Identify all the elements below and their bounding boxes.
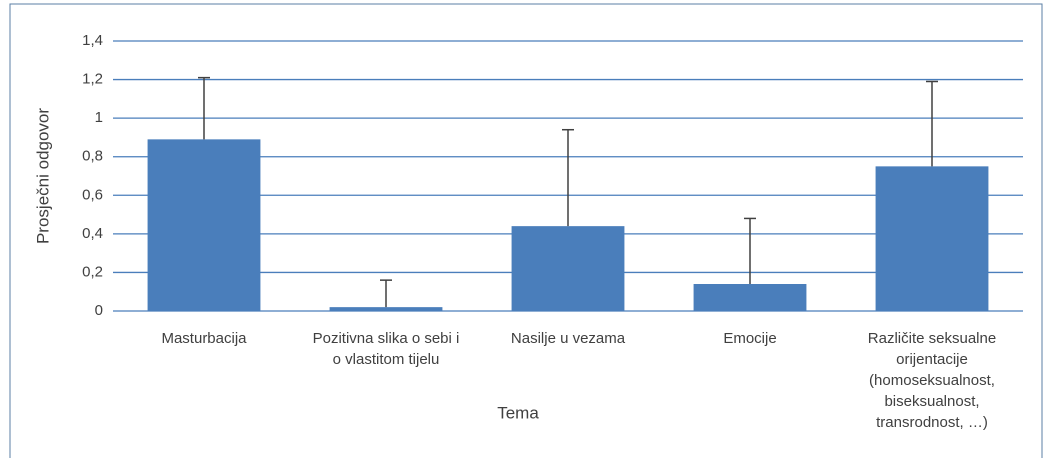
y-tick-label: 0,2 (82, 263, 103, 280)
y-tick-label: 0,4 (82, 225, 103, 242)
x-tick-label: Masturbacija (161, 330, 247, 347)
bar (329, 307, 443, 311)
y-tick-label: 1,4 (82, 32, 103, 49)
y-tick-label: 1 (95, 109, 103, 126)
x-tick-label: Nasilje u vezama (511, 330, 626, 347)
bar (693, 284, 807, 311)
y-tick-label: 0,8 (82, 148, 103, 165)
bar (875, 166, 989, 311)
y-tick-label: 0,6 (82, 186, 103, 203)
x-tick-label: Različite seksualne orijentacije (homoseks… (868, 330, 996, 431)
y-tick-label: 0 (95, 302, 103, 319)
x-axis-title: Tema (497, 403, 539, 422)
y-axis-title: Prosječni odgovor (33, 108, 52, 244)
bar (511, 226, 625, 311)
x-tick-label: Emocije (723, 330, 776, 347)
y-tick-label: 1,2 (82, 71, 103, 88)
bar (147, 139, 261, 311)
